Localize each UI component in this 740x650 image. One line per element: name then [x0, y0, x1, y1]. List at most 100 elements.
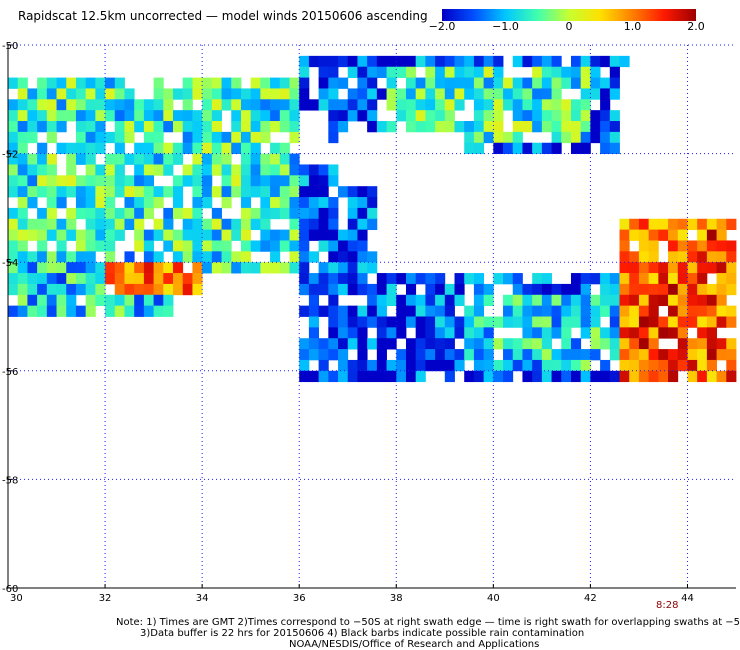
data-cell [541, 110, 552, 122]
data-cell [551, 283, 562, 296]
data-cell [211, 121, 222, 133]
data-cell [338, 305, 349, 317]
data-cell [46, 197, 57, 209]
data-cell [75, 197, 87, 209]
data-cell [85, 88, 96, 100]
data-cell [629, 305, 640, 317]
data-cell [153, 131, 164, 144]
data-cell [221, 153, 232, 165]
data-cell [56, 305, 67, 317]
data-cell [726, 240, 737, 252]
data-cell [609, 294, 620, 307]
data-cell [85, 273, 96, 285]
data-cell [85, 251, 96, 263]
data-cell [56, 294, 67, 307]
data-cell [648, 273, 659, 285]
data-cell [299, 175, 310, 187]
data-cell [153, 305, 164, 317]
data-cell [299, 66, 310, 78]
data-cell [629, 294, 640, 307]
data-cell [85, 142, 96, 154]
data-cell [580, 99, 591, 111]
data-cell [522, 88, 533, 100]
data-cell [56, 142, 67, 154]
data-cell [357, 262, 368, 274]
data-cell [638, 262, 650, 274]
data-cell [668, 370, 679, 383]
data-cell [8, 153, 19, 165]
data-cell [211, 240, 222, 252]
data-cell [95, 121, 106, 133]
data-cell [687, 370, 698, 383]
data-cell [580, 370, 591, 383]
data-cell [192, 207, 203, 220]
data-cell [629, 370, 640, 383]
data-cell [619, 359, 630, 372]
data-cell [726, 305, 737, 317]
data-cell [454, 283, 465, 296]
data-cell [143, 294, 154, 307]
data-cell [396, 359, 407, 372]
data-cell [435, 294, 446, 307]
data-cell [17, 110, 28, 122]
data-cell [289, 207, 300, 220]
data-cell [85, 305, 96, 317]
data-cell [570, 77, 582, 89]
data-cell [328, 131, 339, 144]
data-cell [270, 121, 281, 133]
data-cell [600, 327, 611, 339]
data-cell [532, 316, 543, 328]
data-cell [629, 262, 640, 274]
data-cell [27, 186, 38, 198]
data-cell [687, 294, 698, 307]
data-cell [318, 218, 329, 231]
data-cell [376, 305, 387, 317]
data-cell [522, 305, 533, 317]
data-cell [308, 99, 320, 111]
data-cell [260, 99, 271, 111]
data-cell [231, 99, 242, 111]
data-cell [56, 240, 67, 252]
data-cell [483, 359, 494, 372]
data-cell [570, 66, 582, 78]
data-cell [37, 164, 48, 176]
data-cell [202, 197, 213, 209]
data-cell [629, 229, 640, 241]
data-cell [687, 240, 698, 252]
data-cell [561, 294, 572, 307]
data-cell [37, 153, 48, 165]
data-cell [95, 240, 106, 252]
x-tick-label: 38 [390, 593, 403, 604]
data-cell [163, 99, 174, 111]
data-cell [677, 294, 688, 307]
data-cell [435, 316, 446, 328]
data-cell [367, 186, 378, 198]
data-cell [143, 99, 154, 111]
data-cell [580, 88, 591, 100]
data-cell [619, 370, 630, 383]
data-cell [299, 218, 310, 231]
data-cell [250, 88, 261, 100]
data-cell [299, 197, 310, 209]
data-cell [532, 273, 543, 285]
data-cell [231, 121, 242, 133]
data-cell [240, 207, 252, 220]
data-cell [27, 251, 38, 263]
data-cell [240, 175, 252, 187]
data-cell [357, 349, 368, 361]
data-cell [386, 121, 397, 133]
data-cell [473, 131, 485, 144]
data-cell [270, 240, 281, 252]
data-cell [668, 273, 679, 285]
data-cell [27, 164, 38, 176]
data-cell [609, 338, 620, 350]
data-cell [638, 305, 650, 317]
data-cell [405, 316, 417, 328]
data-cell [532, 327, 543, 339]
data-cell [240, 164, 252, 176]
data-cell [124, 294, 135, 307]
data-cell [105, 207, 116, 220]
data-cell [192, 251, 203, 263]
data-cell [250, 164, 261, 176]
data-cell [270, 142, 281, 154]
